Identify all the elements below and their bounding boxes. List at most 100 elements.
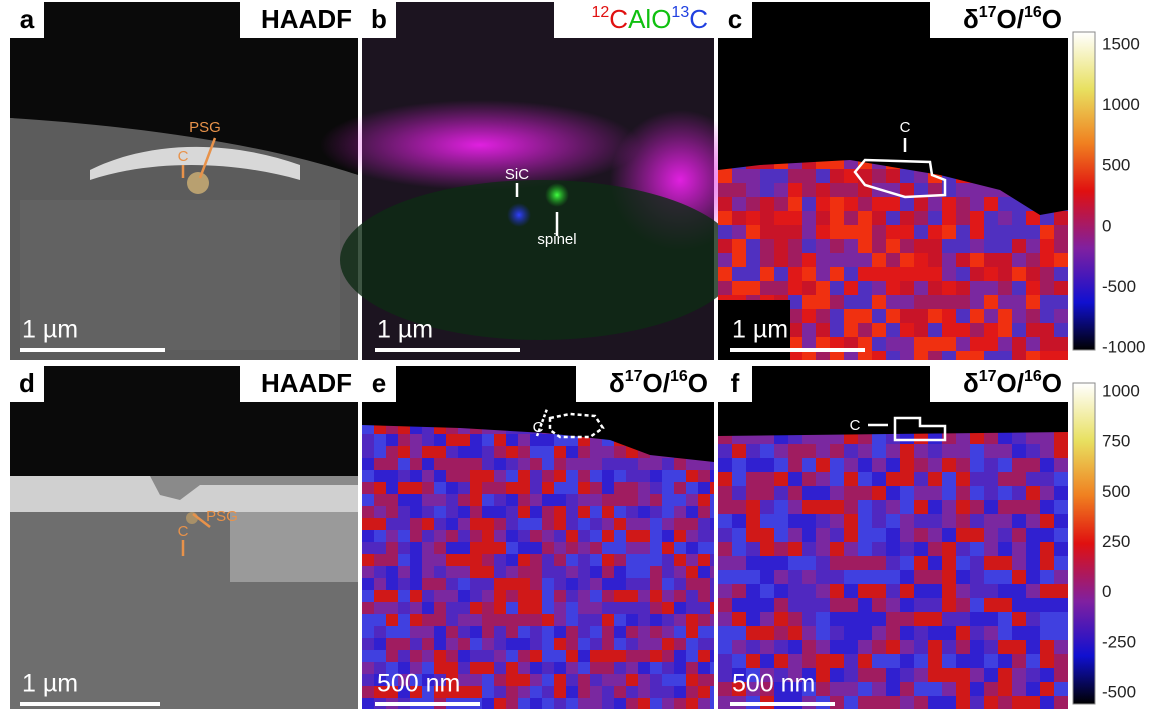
map-pixel	[858, 570, 872, 584]
panel-letter: f	[731, 368, 740, 398]
map-pixel	[1040, 514, 1054, 528]
map-pixel	[956, 542, 970, 556]
map-pixel	[458, 638, 470, 650]
map-pixel	[470, 602, 482, 614]
map-pixel	[858, 584, 872, 598]
map-pixel	[844, 682, 858, 696]
map-pixel	[746, 444, 760, 458]
map-pixel	[816, 556, 830, 570]
map-pixel	[802, 267, 816, 281]
map-pixel	[386, 482, 398, 494]
map-pixel	[816, 584, 830, 598]
map-pixel	[1054, 514, 1068, 528]
map-pixel	[470, 506, 482, 518]
map-pixel	[984, 626, 998, 640]
map-pixel	[788, 323, 802, 337]
map-pixel	[470, 614, 482, 626]
map-pixel	[802, 239, 816, 253]
map-pixel	[374, 542, 386, 554]
map-pixel	[638, 530, 650, 542]
map-pixel	[732, 528, 746, 542]
map-pixel	[844, 239, 858, 253]
map-pixel	[374, 578, 386, 590]
map-pixel	[942, 225, 956, 239]
annotation: C	[178, 523, 189, 540]
map-pixel	[458, 446, 470, 458]
map-pixel	[530, 674, 542, 686]
map-pixel	[886, 295, 900, 309]
map-pixel	[928, 458, 942, 472]
map-pixel	[362, 686, 374, 698]
map-pixel	[816, 542, 830, 556]
map-pixel	[830, 281, 844, 295]
map-pixel	[506, 566, 518, 578]
map-pixel	[886, 239, 900, 253]
annotation: PSG	[189, 119, 221, 136]
map-pixel	[662, 590, 674, 602]
map-pixel	[942, 337, 956, 351]
map-pixel	[590, 674, 602, 686]
map-pixel	[482, 458, 494, 470]
map-pixel	[1012, 542, 1026, 556]
map-pixel	[928, 668, 942, 682]
map-pixel	[662, 494, 674, 506]
colorbar-tick: 500	[1102, 156, 1130, 175]
map-pixel	[1054, 351, 1068, 365]
map-pixel	[858, 556, 872, 570]
map-pixel	[1054, 598, 1068, 612]
map-pixel	[662, 626, 674, 638]
map-pixel	[686, 530, 698, 542]
map-pixel	[970, 514, 984, 528]
map-pixel	[998, 500, 1012, 514]
map-pixel	[506, 686, 518, 698]
map-pixel	[626, 650, 638, 662]
map-pixel	[1026, 351, 1040, 365]
map-pixel	[1040, 640, 1054, 654]
map-pixel	[542, 566, 554, 578]
map-pixel	[398, 590, 410, 602]
map-pixel	[872, 211, 886, 225]
map-pixel	[816, 225, 830, 239]
map-pixel	[386, 458, 398, 470]
label-part: 17	[979, 4, 997, 21]
map-pixel	[554, 470, 566, 482]
map-pixel	[872, 309, 886, 323]
map-pixel	[998, 281, 1012, 295]
map-pixel	[1040, 239, 1054, 253]
map-pixel	[984, 542, 998, 556]
map-pixel	[802, 295, 816, 309]
map-pixel	[590, 662, 602, 674]
map-pixel	[956, 309, 970, 323]
map-pixel	[638, 458, 650, 470]
map-pixel	[942, 640, 956, 654]
map-pixel	[956, 626, 970, 640]
map-pixel	[650, 662, 662, 674]
map-pixel	[984, 267, 998, 281]
map-pixel	[998, 351, 1012, 365]
map-pixel	[494, 626, 506, 638]
map-pixel	[928, 500, 942, 514]
map-pixel	[774, 584, 788, 598]
map-pixel	[1012, 295, 1026, 309]
map-pixel	[614, 458, 626, 470]
map-pixel	[650, 518, 662, 530]
map-pixel	[970, 696, 984, 710]
map-pixel	[872, 556, 886, 570]
map-pixel	[900, 682, 914, 696]
map-pixel	[886, 225, 900, 239]
map-pixel	[554, 446, 566, 458]
map-pixel	[914, 337, 928, 351]
map-pixel	[1012, 281, 1026, 295]
map-pixel	[506, 446, 518, 458]
map-pixel	[398, 578, 410, 590]
map-pixel	[566, 626, 578, 638]
map-pixel	[482, 614, 494, 626]
map-pixel	[698, 542, 710, 554]
map-pixel	[590, 638, 602, 650]
map-pixel	[970, 197, 984, 211]
map-pixel	[422, 602, 434, 614]
scale-bar	[20, 702, 160, 706]
map-pixel	[970, 458, 984, 472]
map-pixel	[674, 590, 686, 602]
map-pixel	[886, 626, 900, 640]
